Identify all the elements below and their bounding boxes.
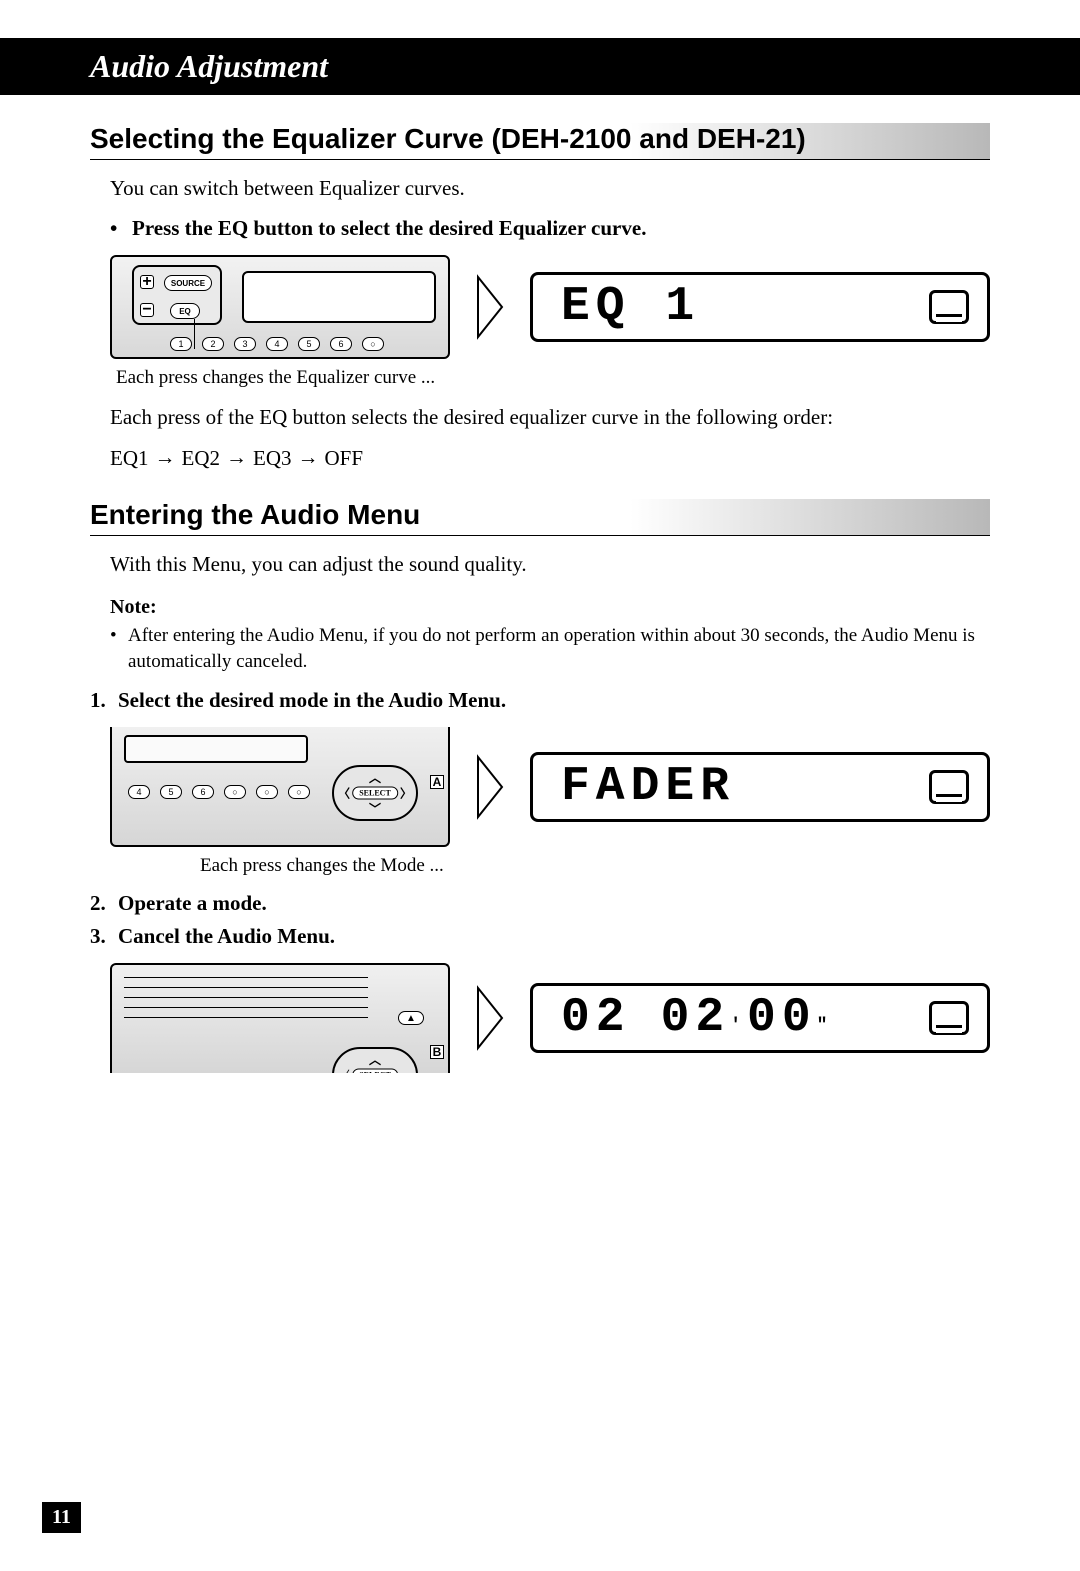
arrow-icon: → (298, 446, 319, 470)
lcd-battery-icon (929, 1001, 969, 1035)
num-btn-circle: ○ (362, 337, 384, 351)
step-number: 2. (90, 891, 118, 916)
page-number: 11 (42, 1502, 81, 1533)
callout-tag-b: B (430, 1045, 444, 1059)
eject-button: ▲ (398, 1011, 424, 1025)
chevron-right-icon: 〉 (400, 785, 412, 802)
lcd-seg-1: 02 (561, 991, 631, 1045)
source-button: SOURCE (164, 275, 212, 291)
lcd-seg-3: 00 (747, 991, 817, 1045)
arrow-right-icon (470, 983, 510, 1053)
arrow-icon: → (226, 446, 247, 470)
lcd-battery-icon (929, 290, 969, 324)
note-item: • After entering the Audio Menu, if you … (90, 623, 990, 674)
num-btn-4: 4 (266, 337, 288, 351)
section-heading-audio-menu: Entering the Audio Menu (90, 499, 990, 536)
panel-lines (124, 977, 368, 1025)
device-panel-cancel: ▲ ︿ 〈 SELECT B (110, 963, 450, 1073)
device-panel-select: 4 5 6 ○ ○ ○ 〈 〉 ︿ ﹀ SELECT A (110, 727, 450, 847)
arrow-right-icon (470, 752, 510, 822)
num-btn-5: 5 (298, 337, 320, 351)
panel-screen (242, 271, 436, 323)
eq-order-item: EQ2 (182, 446, 221, 471)
num-btn-1: 1 (170, 337, 192, 351)
select-control: 〈 〉 ︿ ﹀ SELECT (332, 765, 418, 821)
note-text: After entering the Audio Menu, if you do… (128, 623, 990, 674)
eq-order-intro: Each press of the EQ button selects the … (90, 403, 990, 431)
lcd-text-eq: EQ 1 (561, 280, 700, 334)
lcd-text-time: 02 02'00" (561, 991, 833, 1045)
number-button-row-2: 4 5 6 ○ ○ ○ (128, 785, 310, 799)
arrow-icon: → (155, 446, 176, 470)
lcd-battery-icon (929, 770, 969, 804)
num-btn: ○ (288, 785, 310, 799)
eq-order-item: OFF (325, 446, 364, 471)
number-button-row: 1 2 3 4 5 6 ○ (170, 337, 384, 351)
num-btn-3: 3 (234, 337, 256, 351)
lcd-seg-2: 02 (661, 991, 731, 1045)
minute-mark: ' (730, 1016, 747, 1036)
eq-order-sequence: EQ1 → EQ2 → EQ3 → OFF (90, 446, 990, 471)
section-heading-eq: Selecting the Equalizer Curve (DEH-2100 … (90, 123, 990, 160)
step-text: Cancel the Audio Menu. (118, 924, 335, 949)
lcd-display-eq: EQ 1 (530, 272, 990, 342)
bullet-dot: • (110, 623, 128, 674)
note-label: Note: (90, 596, 990, 619)
step-text: Operate a mode. (118, 891, 267, 916)
lcd-text-fader: FADER (561, 760, 735, 814)
page-header: Audio Adjustment (0, 38, 1080, 95)
lcd-display-time: 02 02'00" (530, 983, 990, 1053)
step-2: 2. Operate a mode. (90, 891, 990, 916)
chevron-down-icon: ﹀ (369, 800, 381, 817)
plus-button: + (140, 275, 154, 289)
minus-button: − (140, 303, 154, 317)
select-button: SELECT (352, 1069, 398, 1074)
select-control-partial: ︿ 〈 SELECT (332, 1047, 418, 1073)
eq-caption: Each press changes the Equalizer curve .… (90, 367, 990, 389)
eq-order-item: EQ3 (253, 446, 292, 471)
second-mark: " (817, 1016, 834, 1036)
chevron-left-icon: 〈 (338, 1067, 350, 1074)
num-btn: 5 (160, 785, 182, 799)
num-btn: 4 (128, 785, 150, 799)
arrow-right-icon (470, 272, 510, 342)
lcd-display-fader: FADER (530, 752, 990, 822)
mode-caption: Each press changes the Mode ... (90, 855, 990, 877)
bullet-dot: • (110, 216, 132, 241)
select-button: SELECT (352, 787, 398, 800)
eq-order-item: EQ1 (110, 446, 149, 471)
step-1: 1. Select the desired mode in the Audio … (90, 688, 990, 713)
chevron-up-icon: ︿ (369, 769, 381, 786)
step-number: 3. (90, 924, 118, 949)
step-text: Select the desired mode in the Audio Men… (118, 688, 506, 713)
num-btn-6: 6 (330, 337, 352, 351)
chevron-left-icon: 〈 (338, 785, 350, 802)
button-group: + − SOURCE EQ (132, 265, 222, 325)
eq-intro-text: You can switch between Equalizer curves. (90, 174, 990, 202)
device-panel-eq: + − SOURCE EQ 1 2 3 4 5 6 ○ (110, 255, 450, 359)
num-btn-2: 2 (202, 337, 224, 351)
chevron-up-icon: ︿ (369, 1051, 381, 1068)
num-btn: 6 (192, 785, 214, 799)
eq-button: EQ (170, 303, 200, 319)
step-number: 1. (90, 688, 118, 713)
audio-menu-intro: With this Menu, you can adjust the sound… (90, 550, 990, 578)
num-btn: ○ (256, 785, 278, 799)
step-3: 3. Cancel the Audio Menu. (90, 924, 990, 949)
callout-tag-a: A (430, 775, 444, 789)
eq-instruction-text: Press the EQ button to select the desire… (132, 216, 646, 241)
num-btn: ○ (224, 785, 246, 799)
eq-instruction: • Press the EQ button to select the desi… (90, 216, 990, 241)
